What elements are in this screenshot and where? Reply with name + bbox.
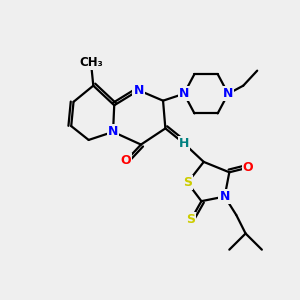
Text: N: N <box>220 190 230 203</box>
Text: O: O <box>121 154 131 167</box>
Text: N: N <box>134 84 144 97</box>
Text: N: N <box>179 87 189 100</box>
Text: S: S <box>187 213 196 226</box>
Text: CH₃: CH₃ <box>79 56 103 69</box>
Text: H: H <box>179 137 189 150</box>
Text: O: O <box>243 161 253 174</box>
Text: N: N <box>223 87 233 100</box>
Text: S: S <box>183 176 192 189</box>
Text: N: N <box>108 125 118 138</box>
